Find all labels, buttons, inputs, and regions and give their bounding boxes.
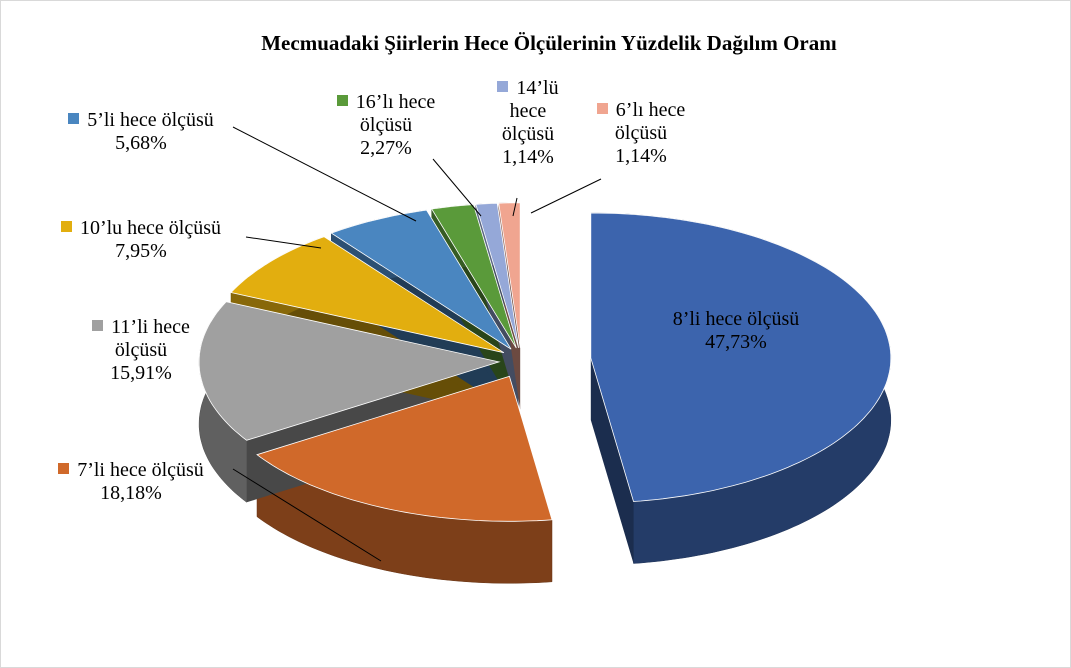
data-label: 14’lü hece ölçüsü 1,14% [493,77,563,169]
legend-marker [596,103,608,114]
slice [475,202,519,349]
slice [230,236,505,354]
value-label: 15,91% [110,362,172,384]
data-label: 11’li hece ölçüsü 15,91% [76,316,206,385]
legend-marker [58,463,70,474]
category-label: 7’li hece ölçüsü [77,459,204,481]
slice [330,209,512,350]
category-label: 10’lu hece ölçüsü [79,217,222,239]
value-label: 47,73% [705,331,767,353]
leader-line [232,126,417,222]
legend-marker [497,81,509,92]
value-label: 1,14% [615,145,667,167]
data-label: 16’lı hece ölçüsü 2,27% [331,91,441,160]
data-label: 10’lu hece ölçüsü 7,95% [21,217,261,263]
category-label: 14’lü hece ölçüsü [501,77,559,145]
leader-line [432,158,482,217]
slice [590,212,892,502]
legend-marker [336,95,348,106]
legend-marker [68,113,80,124]
slice [198,301,501,441]
leader-line [245,236,322,249]
leader-line [232,468,382,562]
slice-wall [590,358,634,564]
legend-marker [92,320,104,331]
legend-marker [60,221,72,232]
data-label: 5’li hece ölçüsü 5,68% [21,109,261,155]
value-label: 5,68% [115,132,167,154]
value-label: 7,95% [115,240,167,262]
leader-line [512,197,518,217]
data-label: 7’li hece ölçüsü 18,18% [11,459,251,505]
category-label: 8’li hece ölçüsü [672,308,800,330]
data-label: 6’lı hece ölçüsü 1,14% [591,99,691,168]
category-label: 5’li hece ölçüsü [87,109,214,131]
slice [498,202,521,348]
leader-line [530,178,602,214]
value-label: 1,14% [502,146,554,168]
data-label: 8’li hece ölçüsü 47,73% [636,308,836,354]
slice [256,375,553,522]
value-label: 2,27% [360,137,412,159]
category-label: 6’lı hece ölçüsü [614,99,686,144]
category-label: 16’lı hece ölçüsü [355,91,436,136]
category-label: 11’li hece ölçüsü [111,316,190,361]
value-label: 18,18% [100,482,162,504]
chart-title: Mecmuadaki Şiirlerin Hece Ölçülerinin Yü… [261,31,837,55]
